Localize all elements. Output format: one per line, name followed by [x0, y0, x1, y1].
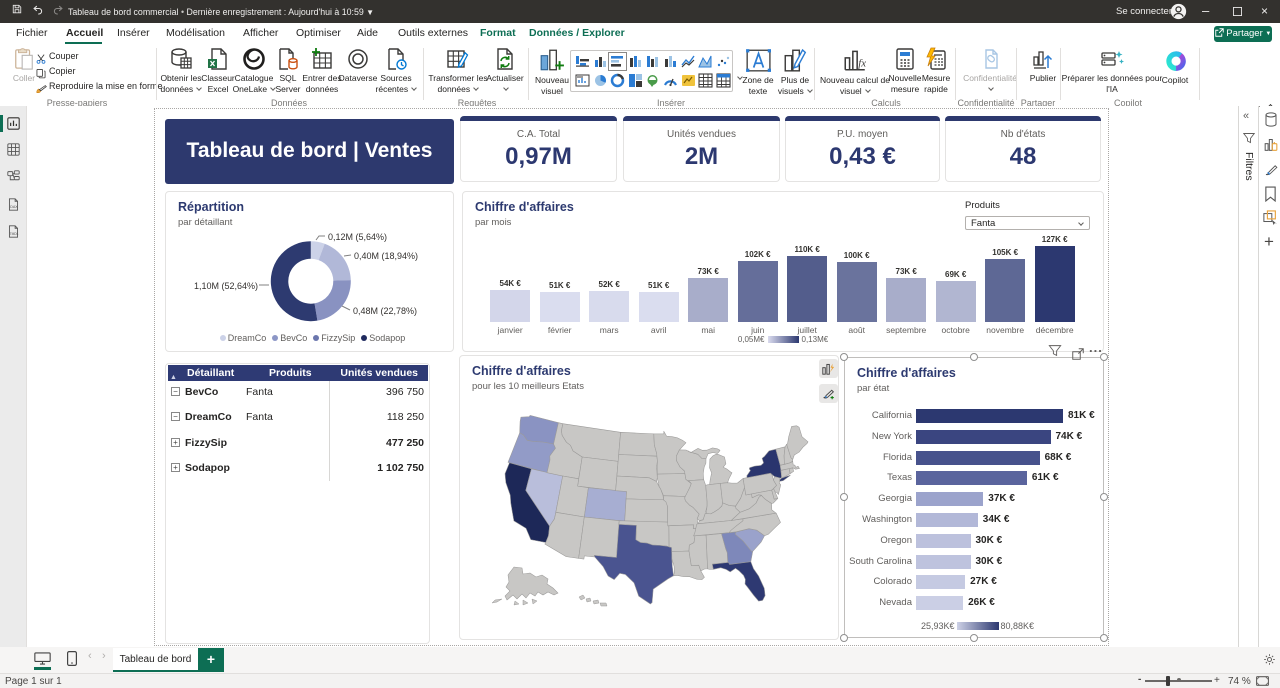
svg-text:TMDL: TMDL	[10, 232, 19, 236]
svg-text:fx: fx	[858, 58, 866, 70]
svg-text:DAX: DAX	[10, 205, 18, 209]
